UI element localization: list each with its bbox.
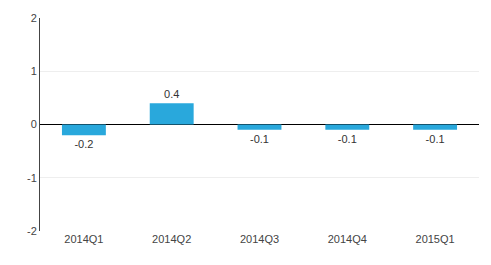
svg-text:-2: -2 <box>27 225 37 237</box>
svg-text:2014Q4: 2014Q4 <box>328 233 367 245</box>
svg-text:1: 1 <box>31 65 37 77</box>
svg-text:-1: -1 <box>27 172 37 184</box>
svg-text:-0.1: -0.1 <box>250 133 269 145</box>
svg-text:0: 0 <box>31 118 37 130</box>
svg-text:2: 2 <box>31 12 37 24</box>
svg-text:-0.1: -0.1 <box>338 133 357 145</box>
svg-text:0.4: 0.4 <box>164 88 179 100</box>
svg-text:-0.2: -0.2 <box>74 138 93 150</box>
svg-text:2015Q1: 2015Q1 <box>416 233 455 245</box>
svg-text:2014Q2: 2014Q2 <box>152 233 191 245</box>
svg-text:2014Q3: 2014Q3 <box>240 233 279 245</box>
svg-text:2014Q1: 2014Q1 <box>64 233 103 245</box>
svg-text:-0.1: -0.1 <box>426 133 445 145</box>
